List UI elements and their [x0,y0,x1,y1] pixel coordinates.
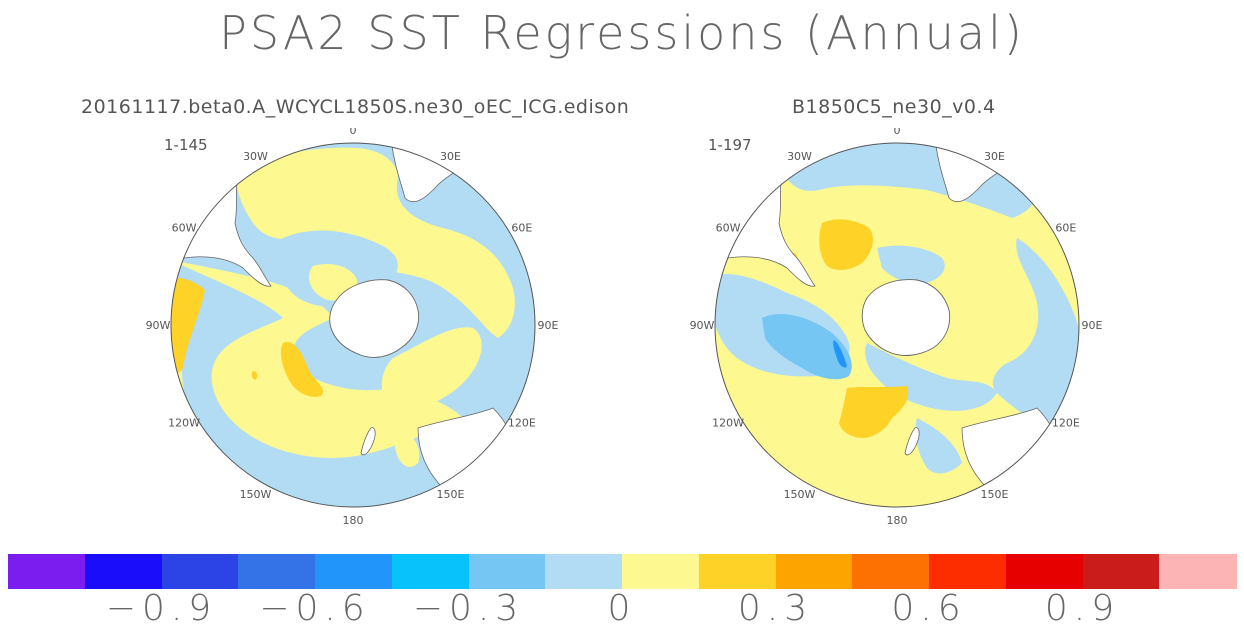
strong-positive-region [251,371,258,380]
panel-2-title: B1850C5_ne30_v0.4 [792,96,996,118]
colorbar-swatch [1159,554,1237,589]
lon-label: 90E [538,319,559,332]
continent-antarctica [329,279,420,358]
colorbar-swatch [622,554,700,589]
colorbar-swatch [1082,554,1160,589]
colorbar-swatch [84,554,162,589]
lon-label: 30E [440,150,461,163]
continent-new-zealand [360,427,376,456]
lon-label: 60W [172,222,197,235]
colorbar-swatch [8,554,86,589]
lon-label: 120W [712,417,744,430]
colorbar-tick-label: 0.3 [737,588,814,629]
colorbar-swatch [315,554,393,589]
colorbar-swatch [775,554,853,589]
panel-1-years: 1-145 [164,136,208,154]
lon-label: 90E [1082,319,1103,332]
strong-positive-region [839,386,909,438]
colorbar-swatch [238,554,316,589]
colorbar-tick-label: −0.9 [105,588,218,629]
positive-anomaly-region [171,260,463,458]
colorbar-tick-label: 0.6 [891,588,967,629]
lon-label: 150E [437,488,465,501]
colorbar-swatch [1005,554,1083,589]
lon-label: 60E [511,222,532,235]
panel-2-years: 1-197 [708,136,752,154]
lon-label: 60E [1055,222,1076,235]
colorbar-swatch [698,554,776,589]
lon-label: 120E [1052,417,1080,430]
lon-label: 0 [350,128,357,137]
colorbar-tick-label: 0.9 [1044,588,1121,629]
lon-label: 150W [240,488,272,501]
colorbar-swatch [468,554,546,589]
lon-label: 60W [716,222,741,235]
lon-label: 30W [243,150,268,163]
positive-anomaly-region [381,327,482,410]
negative-anomaly-region [915,418,962,474]
strong-positive-region [819,219,873,270]
map-boundary [170,142,536,508]
lon-label: 150W [784,488,816,501]
lon-label: 30E [984,150,1005,163]
lon-label: 90W [146,319,171,332]
continent-antarctica [861,279,951,356]
map-boundary [714,142,1080,508]
positive-anomaly-region [395,428,420,468]
negative-anomaly-region [992,238,1079,428]
strongest-negative-region [833,340,847,368]
lon-label: 0 [894,128,901,137]
colorbar-tick-label: 0 [607,588,637,629]
colorbar-swatch [161,554,239,589]
colorbar-swatch [545,554,623,589]
lon-label: 120W [168,417,200,430]
strong-positive-region [171,277,205,374]
colorbar-swatch [929,554,1007,589]
panel-1-map: 0 30E 60E 90E 120E 150E 180 150W 120W 90W 60W 30W [146,128,559,527]
colorbar-swatch [391,554,469,589]
continent-new-zealand [904,427,920,456]
panel-1-title: 20161117.beta0.A_WCYCL1850S.ne30_oEC_ICG… [81,96,630,118]
lon-label: 180 [887,514,908,527]
negative-anomaly-region [877,245,945,284]
lon-label: 90W [690,319,715,332]
panel-2-map: 0 30E 60E 90E 120E 150E 180 150W 120W 90W 60W 30W [690,128,1103,527]
figure-title: PSA2 SST Regressions (Annual) [219,6,1025,60]
strong-negative-region [762,313,852,380]
colorbar-tick-label: −0.3 [412,588,525,629]
colorbar-swatch [852,554,930,589]
colorbar-tick-label: −0.6 [259,588,371,629]
strong-positive-region [280,342,324,397]
lon-label: 180 [343,514,364,527]
lon-label: 150E [981,488,1009,501]
lon-label: 120E [508,417,536,430]
lon-label: 30W [787,150,812,163]
